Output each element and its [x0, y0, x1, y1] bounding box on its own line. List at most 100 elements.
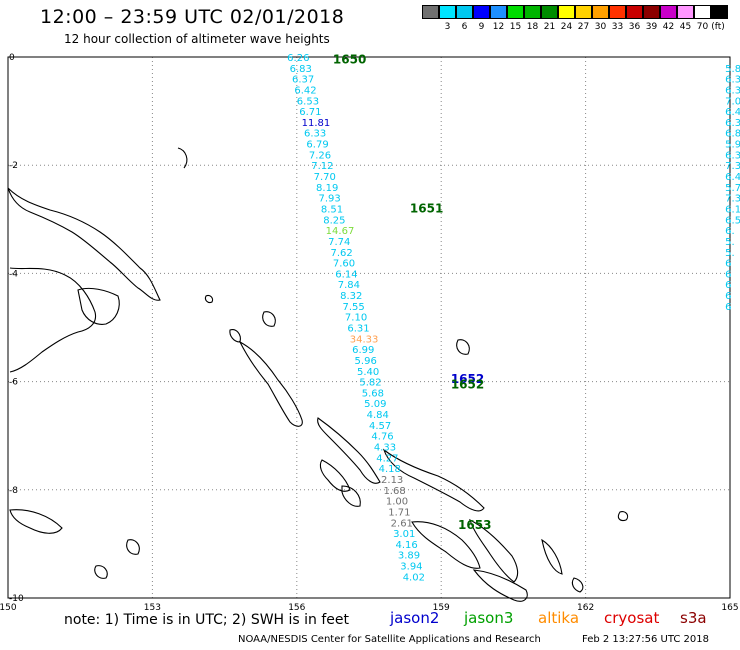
swh-value-label: 2.13 [381, 475, 403, 486]
legend-label: 6 [461, 22, 468, 32]
time-label: 1650 [333, 53, 366, 67]
legend-label: 39 [645, 22, 658, 32]
legend-swatch [660, 5, 677, 19]
page-title: 12:00 – 23:59 UTC 02/01/2018 [40, 6, 345, 28]
coastline-new-britain [9, 267, 97, 373]
swh-value-label: 6.35 [725, 118, 740, 129]
legend-swatch [473, 5, 490, 19]
swh-value-label: 6.53 [297, 96, 319, 107]
swh-value-label: 4.33 [374, 443, 396, 454]
swh-value-label: 6 [725, 269, 731, 280]
lon-tick-label: 153 [144, 603, 161, 613]
lat-tick-label: 0 [9, 53, 15, 63]
legend-swatch [507, 5, 524, 19]
map-frame [7, 56, 731, 599]
satellite-cryosat: cryosat [604, 609, 660, 627]
swh-value-label: 6 [725, 280, 731, 291]
coastline-new-britain-inner [77, 287, 120, 325]
page-subtitle: 12 hour collection of altimeter wave hei… [64, 32, 330, 46]
swh-value-label: 6.40 [725, 107, 740, 118]
swh-value-label: 5.82 [359, 378, 381, 389]
legend-swatch [524, 5, 541, 19]
coastline-isle-7 [571, 577, 584, 593]
legend-label: 42 [662, 22, 675, 32]
swh-value-label: 6 [725, 302, 731, 313]
swh-value-label: 7.10 [345, 313, 367, 324]
swh-value-label: 4.57 [369, 421, 391, 432]
coastline-choiseul [317, 417, 381, 484]
swh-value-label: 7.84 [338, 280, 360, 291]
coastline-isle-6 [541, 538, 563, 575]
legend-swatch [626, 5, 643, 19]
legend-swatch [592, 5, 609, 19]
time-label: 1652 [451, 377, 484, 391]
footer-note: note: 1) Time is in UTC; 2) SWH is in fe… [64, 612, 350, 628]
legend-swatch [677, 5, 694, 19]
satellite-altika: altika [538, 609, 580, 627]
wave-height-labels: 6.266.836.376.426.536.7111.816.336.797.2… [287, 53, 740, 584]
legend-swatch [575, 5, 592, 19]
swh-value-label: 11.81 [302, 118, 331, 129]
coastline-isle-1 [126, 539, 140, 555]
legend-unit: (ft) [711, 22, 725, 32]
coastline-new-georgia [319, 459, 351, 492]
swh-value-label: 8.51 [321, 204, 343, 215]
swh-value-label: 1.00 [386, 497, 408, 508]
swh-value-label: 6.31 [347, 324, 369, 335]
swh-value-label: 5.81 [725, 64, 740, 75]
legend-swatch [558, 5, 575, 19]
axis-labels: 150 153 156 159 162 1650-2-4-6-8-10 [0, 53, 739, 613]
coastline-makira [472, 569, 528, 602]
coastline-new-ireland [7, 187, 161, 301]
legend-label: 36 [628, 22, 641, 32]
swh-value-label: 5.68 [362, 388, 384, 399]
lon-tick-label: 150 [0, 603, 17, 613]
swh-value-label: 5. [725, 237, 735, 248]
legend-label: 24 [560, 22, 573, 32]
legend-label: 33 [611, 22, 624, 32]
swh-value-label: 6.83 [290, 64, 312, 75]
swh-value-label: 5.96 [355, 356, 377, 367]
swh-value-label: 8.25 [323, 215, 345, 226]
swh-value-label: 6.81 [725, 129, 740, 140]
swh-value-label: 6 [725, 291, 731, 302]
swh-value-label: 4.84 [367, 410, 389, 421]
swh-value-label: 6.4 [725, 172, 740, 183]
swh-value-label: 6.37 [292, 75, 314, 86]
swh-value-label: 7.3 [725, 194, 740, 205]
swh-value-label: 6.38 [725, 85, 740, 96]
legend-label: 18 [526, 22, 539, 32]
swh-value-label: 6.1 [725, 204, 740, 215]
coastline-isle-8 [617, 511, 629, 522]
legend-label: 30 [594, 22, 607, 32]
credit-text: NOAA/NESDIS Center for Satellite Applica… [238, 634, 541, 645]
swh-value-label: 7.39 [725, 161, 740, 172]
swh-value-label: 6.99 [352, 345, 374, 356]
legend-label: 9 [478, 22, 485, 32]
swh-value-label: 7.93 [318, 194, 340, 205]
legend-swatch [694, 5, 711, 19]
coastline-bougainville [238, 340, 303, 427]
legend-swatch [490, 5, 507, 19]
lat-tick-label: -6 [9, 378, 18, 388]
swh-value-label: 4.27 [376, 453, 398, 464]
coastline-isle-4 [262, 311, 276, 327]
swh-value-label: 5. [725, 248, 735, 259]
coastline-isle-9 [204, 294, 214, 304]
timestamp-text: Feb 2 13:27:56 UTC 2018 [582, 634, 709, 645]
lon-tick-label: 162 [577, 603, 594, 613]
lat-tick-label: -8 [9, 486, 18, 496]
swh-value-label: 7.60 [333, 259, 355, 270]
swh-value-label: 2.61 [391, 518, 413, 529]
coastline-isle-5 [177, 147, 188, 169]
legend-label: 70 [696, 22, 709, 32]
lat-tick-label: -4 [9, 269, 18, 279]
swh-value-label: 3.94 [400, 562, 422, 573]
swh-value-label: 7.62 [330, 248, 352, 259]
satellite-jason3: jason3 [464, 609, 514, 627]
swh-value-label: 7.26 [309, 150, 331, 161]
satellite-s3a: s3a [680, 609, 707, 627]
lat-tick-label: -10 [9, 594, 24, 604]
swh-value-label: 4.18 [379, 464, 401, 475]
coastline-isle-3 [456, 339, 470, 355]
